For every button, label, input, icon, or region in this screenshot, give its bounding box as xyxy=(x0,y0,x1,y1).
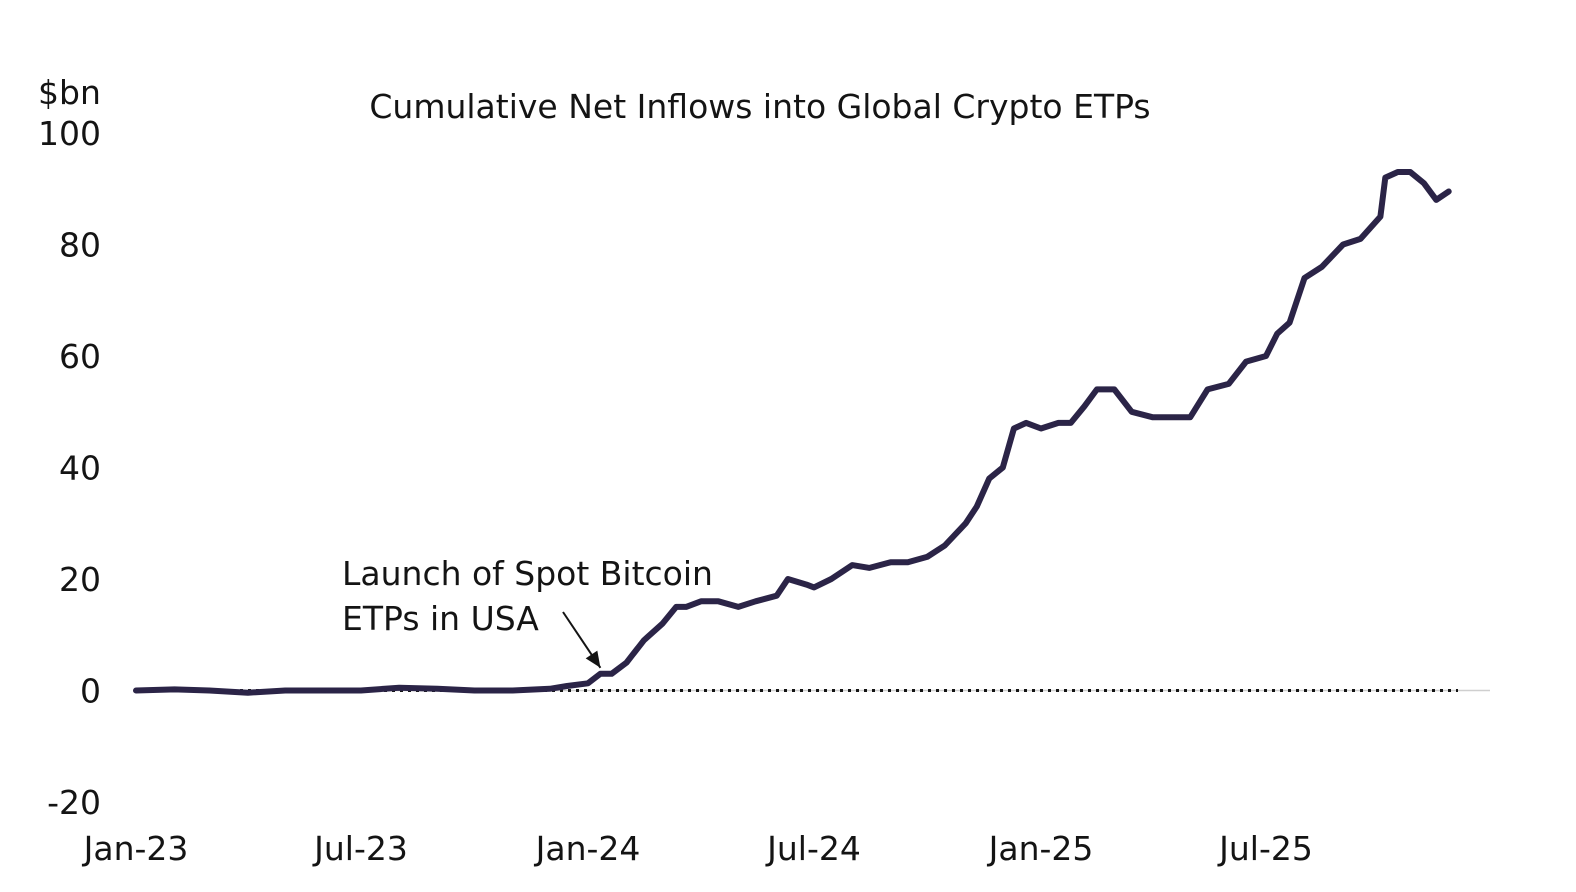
x-tick-label: Jan-23 xyxy=(82,829,189,868)
annotation-arrowhead xyxy=(585,650,601,668)
y-tick-label: 40 xyxy=(59,449,101,488)
series-point xyxy=(1023,420,1029,426)
annotation-line-2: ETPs in USA xyxy=(342,599,539,638)
series-point xyxy=(1287,320,1293,326)
series-point xyxy=(888,559,893,565)
series-point xyxy=(673,604,679,610)
series-point xyxy=(133,688,139,693)
series-point xyxy=(1038,426,1044,431)
y-tick-label: 80 xyxy=(59,226,101,265)
series-point xyxy=(683,604,689,610)
series-line-cumulative-inflows xyxy=(133,169,1452,696)
series-point xyxy=(1302,275,1307,281)
series-point xyxy=(1011,426,1017,431)
y-tick-label: 100 xyxy=(38,114,101,153)
series-point xyxy=(1082,403,1087,409)
series-point xyxy=(321,688,327,693)
y-tick-label: 0 xyxy=(80,672,101,711)
series-point xyxy=(1243,359,1249,365)
series-point xyxy=(245,690,251,696)
y-axis-ticks: 100 80 60 40 20 0 -20 xyxy=(38,114,101,822)
series-point xyxy=(811,584,817,590)
series-point xyxy=(942,543,948,548)
series-point xyxy=(585,680,591,686)
series-point xyxy=(358,688,364,693)
series-point xyxy=(1340,242,1346,247)
series-point xyxy=(1094,386,1100,392)
series-point xyxy=(1161,414,1167,420)
series-point xyxy=(715,598,721,604)
series-point xyxy=(774,593,780,599)
series-point xyxy=(1263,353,1269,359)
series-point xyxy=(1358,236,1363,242)
series-point xyxy=(1382,175,1388,181)
series-point xyxy=(1068,420,1074,426)
series-point xyxy=(1407,169,1413,175)
series-point xyxy=(435,686,440,692)
series-point xyxy=(1150,414,1156,420)
series-point xyxy=(1000,465,1006,470)
x-tick-label: Jul-25 xyxy=(1217,829,1313,868)
series-point xyxy=(986,476,992,482)
series-point xyxy=(1395,169,1401,175)
series-points xyxy=(133,169,1452,696)
y-axis-unit-label: $bn xyxy=(38,73,101,112)
series-point xyxy=(785,576,791,582)
chart-title: Cumulative Net Inflows into Global Crypt… xyxy=(369,87,1150,126)
x-tick-label: Jul-23 xyxy=(312,829,408,868)
series-point xyxy=(905,559,911,565)
series-point xyxy=(1174,414,1179,420)
series-point xyxy=(974,504,980,509)
series-point xyxy=(396,685,402,691)
series-point xyxy=(609,671,615,677)
series-point xyxy=(1446,189,1452,194)
annotation-line-1: Launch of Spot Bitcoin xyxy=(342,554,713,593)
annotation: Launch of Spot Bitcoin ETPs in USA xyxy=(342,554,713,669)
series-point xyxy=(1187,414,1193,420)
x-tick-label: Jul-24 xyxy=(765,829,861,868)
series-point xyxy=(282,688,288,693)
series-point xyxy=(1433,197,1439,203)
series-point xyxy=(660,621,665,627)
series-point xyxy=(735,604,741,610)
series-point xyxy=(206,688,212,693)
series-point xyxy=(753,598,759,604)
series-point xyxy=(1421,180,1427,186)
series-point xyxy=(1055,420,1061,426)
series-point xyxy=(925,554,930,560)
y-tick-label: 20 xyxy=(59,560,101,599)
series-point xyxy=(849,562,855,568)
y-tick-label: 60 xyxy=(59,337,101,376)
series-point xyxy=(828,576,834,582)
series-point xyxy=(1205,386,1211,392)
x-tick-label: Jan-24 xyxy=(534,829,641,868)
series-point xyxy=(867,565,872,571)
series-point xyxy=(1319,264,1325,270)
series-point xyxy=(698,598,704,604)
series-point xyxy=(547,686,553,692)
series-point xyxy=(624,660,629,666)
x-tick-label: Jan-25 xyxy=(987,829,1094,868)
series-point xyxy=(1274,331,1280,337)
series-point xyxy=(963,520,969,526)
series-point xyxy=(1129,409,1135,415)
series-point xyxy=(1377,214,1383,220)
x-axis-ticks: Jan-23 Jul-23 Jan-24 Jul-24 Jan-25 Jul-25 xyxy=(82,829,1313,868)
series-point xyxy=(1226,381,1232,387)
series-point xyxy=(641,637,647,643)
series-point xyxy=(597,671,603,677)
series-point xyxy=(510,688,516,693)
series-point xyxy=(472,688,477,693)
series-point xyxy=(564,683,570,689)
series-point xyxy=(172,686,177,692)
series-point xyxy=(804,582,809,588)
series-point xyxy=(1111,386,1117,392)
y-tick-label: -20 xyxy=(47,783,101,822)
